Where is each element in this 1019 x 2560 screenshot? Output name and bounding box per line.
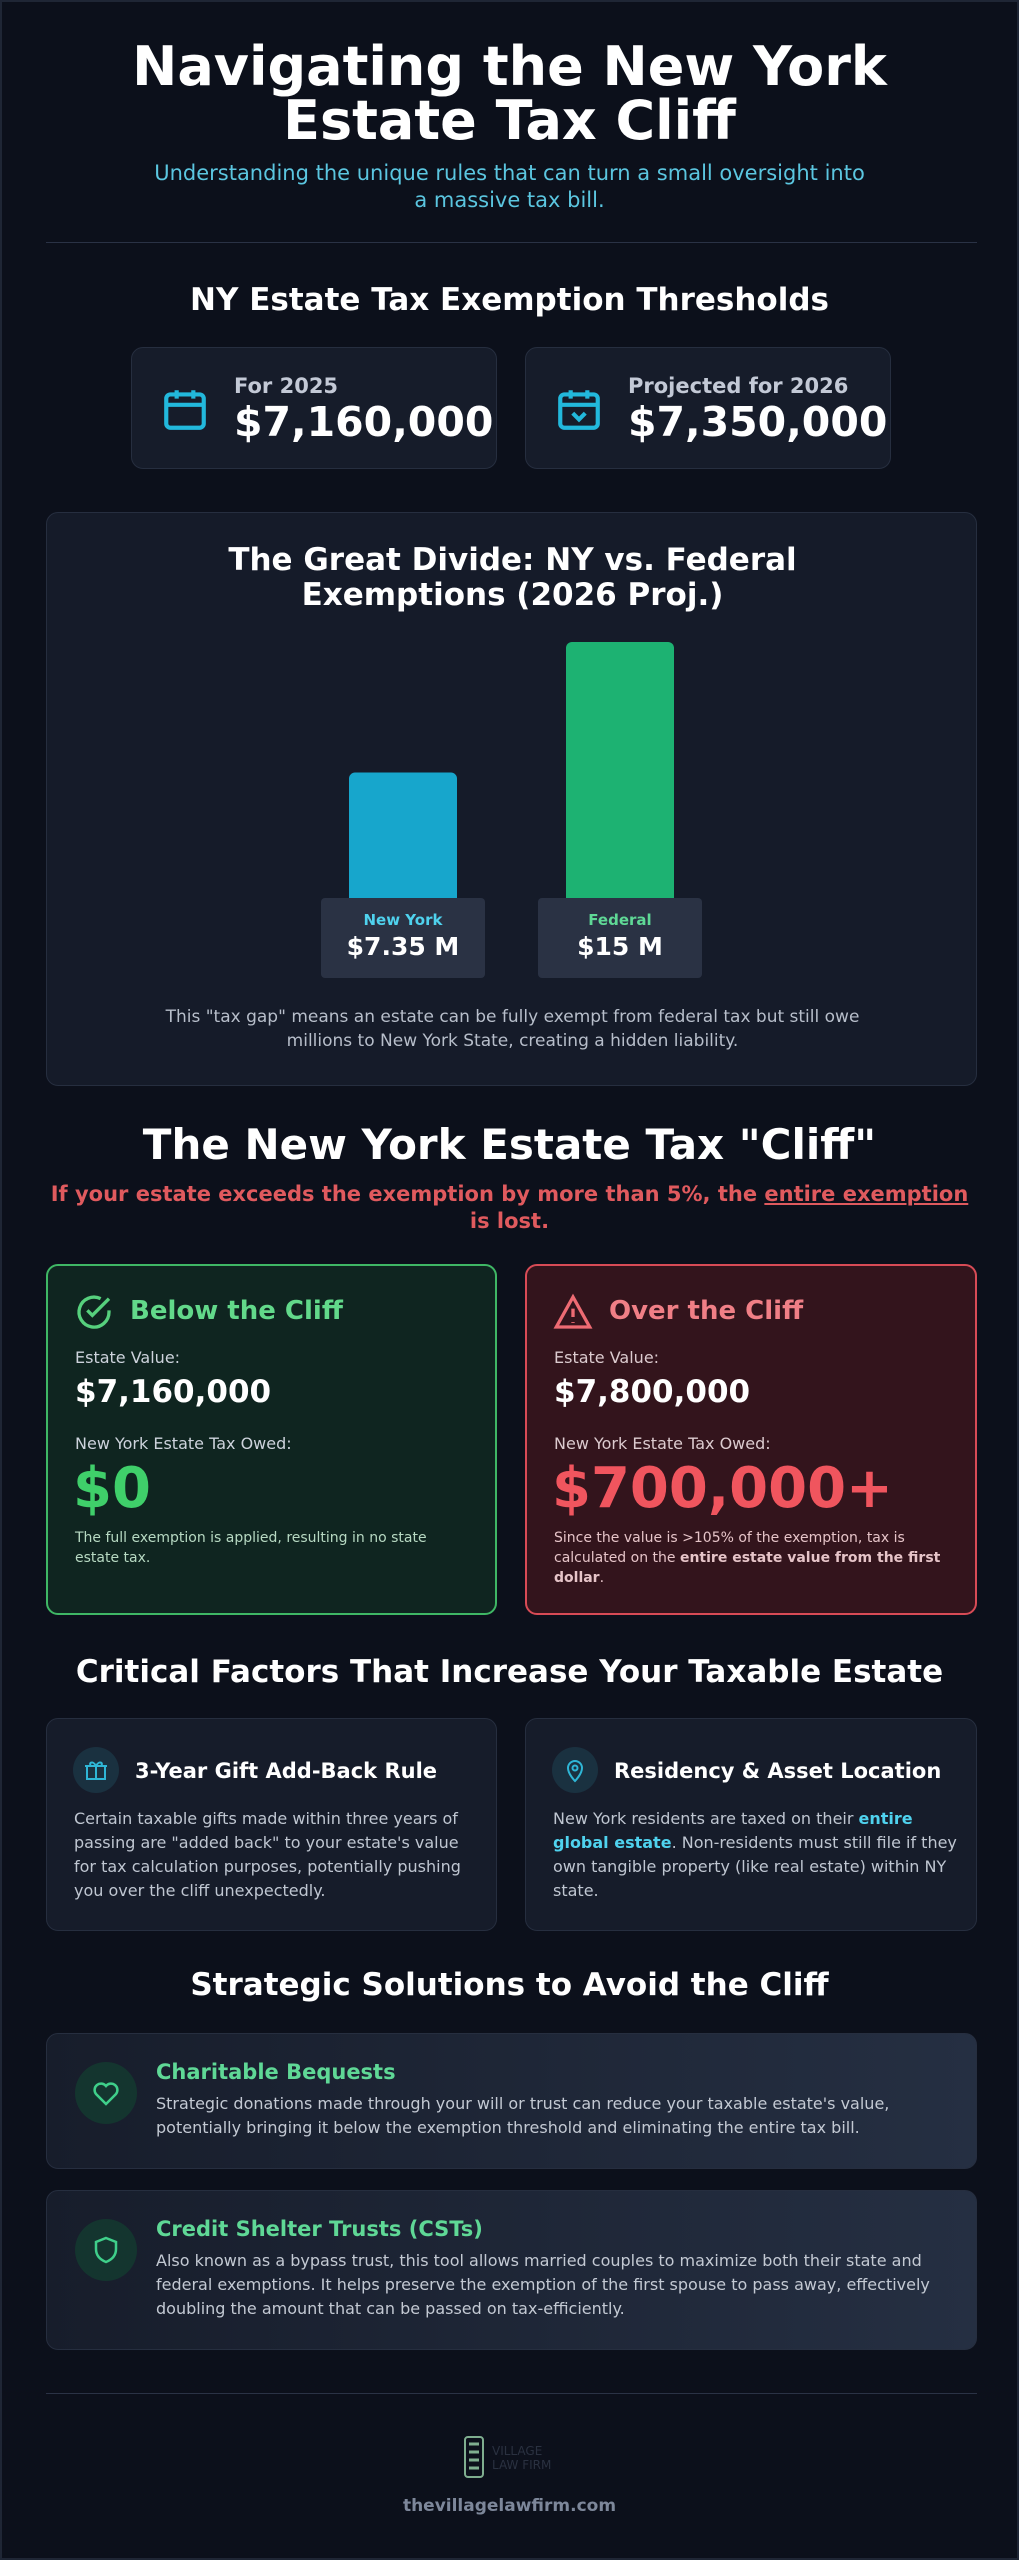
subtitle: Understanding the unique rules that can …: [154, 161, 865, 212]
cliff-card: Over the Cliff Estate Value: $7,800,000 …: [525, 1264, 977, 1615]
text: Certain taxable gifts made within three …: [74, 1809, 461, 1900]
calendar-icon: [558, 390, 600, 430]
threshold-card: Projected for 2026 $7,350,000: [525, 347, 891, 469]
section-title: The New York Estate Tax "Cliff": [142, 1120, 877, 1169]
heading: Below the Cliff: [130, 1296, 343, 1326]
text: New York residents are taxed on their en…: [553, 1807, 958, 1903]
label: Projected for 2026: [628, 374, 849, 398]
text: is lost.: [469, 1209, 550, 1233]
text: Since the value is >105% of the exemptio…: [554, 1530, 905, 1566]
heading: Residency & Asset Location: [614, 1759, 942, 1783]
tax: $0: [73, 1456, 151, 1521]
text: Certain taxable gifts made within three …: [74, 1807, 479, 1903]
calendar-icon: [164, 390, 206, 430]
text: Also known as a bypass trust, this tool …: [156, 2251, 930, 2318]
warning-icon: [553, 1293, 593, 1329]
note: Since the value is >105% of the exemptio…: [554, 1528, 954, 1588]
shield-icon: [75, 2219, 137, 2281]
chart: New York $7.35 M Federal $15 M: [321, 642, 702, 978]
solution-card: Credit Shelter Trusts (CSTs) Also known …: [46, 2190, 977, 2350]
heading: Over the Cliff: [609, 1296, 804, 1326]
check-icon: [77, 1295, 111, 1329]
label: New York Estate Tax Owed:: [75, 1434, 292, 1453]
solution-card: Charitable Bequests Strategic donations …: [46, 2033, 977, 2169]
label-box: [538, 898, 702, 978]
section-title: Critical Factors That Increase Your Taxa…: [75, 1654, 944, 1690]
value-label: $15 M: [577, 932, 663, 961]
category-label: New York: [364, 911, 444, 929]
value: $7,800,000: [554, 1374, 751, 1410]
warning: If your estate exceeds the exemption by …: [2, 1181, 1017, 1235]
caption: This "tax gap" means an estate can be fu…: [165, 1007, 860, 1051]
bar: [566, 642, 674, 908]
emphasis: entire global estate: [553, 1809, 913, 1852]
value: $7,350,000: [628, 398, 888, 446]
label-box: [321, 898, 485, 978]
cliff-card: Below the Cliff Estate Value: $7,160,000…: [46, 1264, 497, 1615]
section-title: NY Estate Tax Exemption Thresholds: [190, 282, 829, 318]
chart-title: The Great Divide: NY vs. Federal Exempti…: [228, 542, 797, 613]
bar: [349, 772, 457, 908]
label: Estate Value:: [554, 1348, 660, 1367]
value-label: $7.35 M: [347, 932, 460, 961]
section-title: Strategic Solutions to Avoid the Cliff: [190, 1967, 829, 2003]
location-icon: [552, 1747, 598, 1793]
factor-card: Residency & Asset Location New York resi…: [525, 1718, 977, 1931]
chart-panel: The Great Divide: NY vs. Federal Exempti…: [46, 512, 977, 1086]
label: New York Estate Tax Owed:: [554, 1434, 771, 1453]
text: If your estate exceeds the exemption by …: [50, 1182, 765, 1206]
url: thevillagelawfirm.com: [402, 2496, 617, 2516]
tax: $700,000+: [552, 1456, 893, 1521]
text: . Non-residents must still file if they …: [553, 1833, 957, 1900]
note: The full exemption is applied, resulting…: [75, 1528, 475, 1568]
divider: [46, 242, 977, 243]
threshold-card: For 2025 $7,160,000: [131, 347, 497, 469]
divider: [46, 2393, 977, 2394]
value: $7,160,000: [234, 398, 494, 446]
label: Estate Value:: [75, 1348, 181, 1367]
text: The full exemption is applied, resulting…: [75, 1530, 427, 1566]
logo-mark: [464, 2436, 484, 2478]
heading: Credit Shelter Trusts (CSTs): [156, 2217, 483, 2241]
gift-icon: [73, 1747, 119, 1793]
text: .: [599, 1570, 605, 1586]
label: For 2025: [234, 374, 339, 398]
heart-icon: [75, 2062, 137, 2124]
emphasis: entire exemption: [764, 1182, 969, 1206]
text: New York residents are taxed on their: [553, 1809, 859, 1828]
category-label: Federal: [588, 911, 651, 929]
heading: 3-Year Gift Add-Back Rule: [135, 1759, 438, 1783]
factor-card: 3-Year Gift Add-Back Rule Certain taxabl…: [46, 1718, 497, 1931]
text: Strategic donations made through your wi…: [156, 2094, 890, 2137]
logo-text: VILLAGE LAW FIRM: [492, 2444, 552, 2472]
title: Navigating the New York Estate Tax Cliff: [132, 35, 887, 152]
value: $7,160,000: [75, 1374, 272, 1410]
heading: Charitable Bequests: [156, 2060, 396, 2084]
emphasis: entire estate value from the first dolla…: [554, 1550, 941, 1586]
